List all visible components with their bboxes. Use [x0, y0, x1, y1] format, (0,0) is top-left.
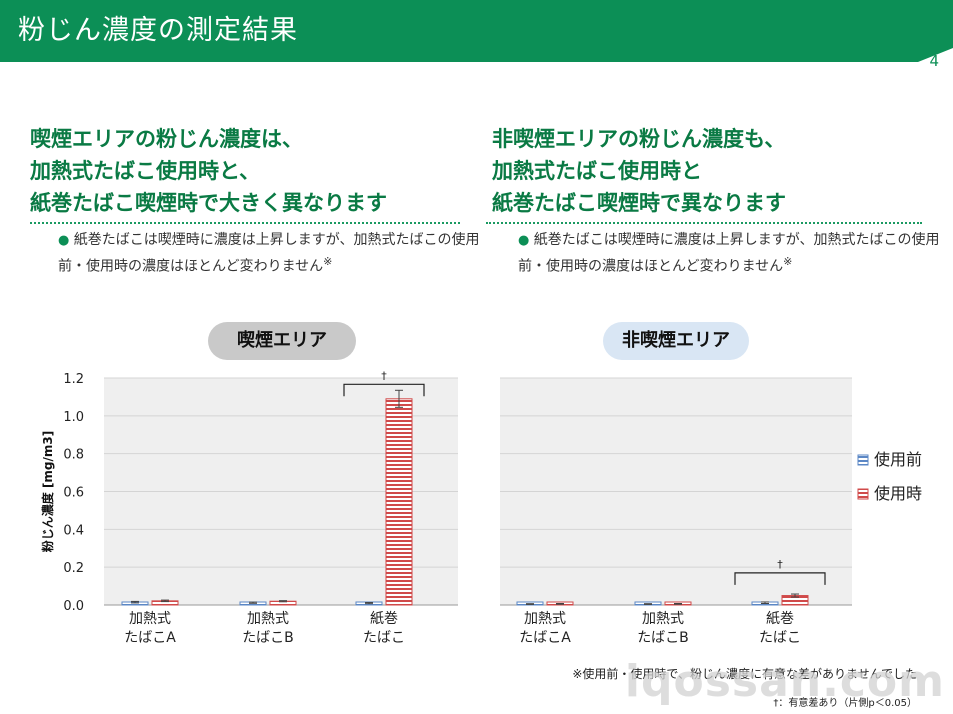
page-title: 粉じん濃度の測定結果 — [18, 15, 298, 46]
x-category-label: 加熱式 — [642, 611, 684, 627]
right-headline-line: 非喫煙エリアの粉じん濃度も、 — [492, 127, 786, 151]
legend-label: 使用時 — [874, 484, 922, 503]
left-bullet-text: 紙巻たばこは喫煙時に濃度は上昇しますが、加熱式たばこの使用前・使用時の濃度はほと… — [58, 232, 480, 275]
left-divider — [30, 222, 460, 224]
y-tick-label: 1.2 — [63, 372, 84, 387]
y-tick-label: 1.0 — [63, 410, 84, 425]
header-bar — [0, 0, 953, 62]
x-category-label: たばこB — [242, 630, 294, 646]
right-divider — [486, 222, 922, 224]
right-headline-line: 加熱式たばこ使用時と — [492, 159, 702, 183]
right-bullet-text: 紙巻たばこは喫煙時に濃度は上昇しますが、加熱式たばこの使用前・使用時の濃度はほと… — [518, 232, 940, 275]
left-headline-line: 喫煙エリアの粉じん濃度は、 — [30, 127, 303, 151]
x-category-label: たばこA — [124, 630, 176, 646]
significance-bracket — [734, 572, 826, 585]
x-category-label: たばこB — [637, 630, 689, 646]
legend-label: 使用前 — [874, 450, 922, 469]
footnote-mark: ※ — [323, 255, 333, 268]
left-headline-line: 加熱式たばこ使用時と、 — [30, 159, 261, 183]
chart-area: 0.0 0.2 0.4 0.6 0.8 1.0 1.2 粉じん濃度 [mg/m3] 加熱式たばこ… — [40, 369, 922, 646]
y-axis-label: 粉じん濃度 [mg/m3] — [40, 431, 55, 552]
bullet-dot-icon: ● — [518, 233, 530, 248]
left-headline: 喫煙エリアの粉じん濃度は、 加熱式たばこ使用時と、 紙巻たばこ喫煙時で大きく異な… — [30, 123, 450, 219]
y-tick-label: 0.8 — [63, 448, 84, 463]
significance-mark: † — [381, 369, 387, 382]
left-bullet: ● 紙巻たばこは喫煙時に濃度は上昇しますが、加熱式たばこの使用前・使用時の濃度は… — [58, 230, 488, 278]
note-no-difference: ※使用前・使用時で、粉じん濃度に有意な差がありませんでした — [572, 667, 917, 681]
legend-swatch — [857, 488, 869, 500]
x-category-label: 紙巻 — [766, 611, 794, 627]
left-headline-line: 紙巻たばこ喫煙時で大きく異なります — [30, 191, 387, 215]
right-headline: 非喫煙エリアの粉じん濃度も、 加熱式たばこ使用時と 紙巻たばこ喫煙時で異なります — [492, 123, 932, 219]
right-bullet: ● 紙巻たばこは喫煙時に濃度は上昇しますが、加熱式たばこの使用前・使用時の濃度は… — [518, 230, 948, 278]
significance-bracket — [343, 383, 425, 397]
note-significance: †：有意差あり（片側p＜0.05） — [773, 698, 917, 709]
watermark: iqossan.com — [624, 656, 945, 707]
smoking-area-label: 喫煙エリア — [208, 322, 356, 360]
x-category-label: 紙巻 — [370, 611, 398, 627]
x-category-label: たばこ — [759, 630, 801, 646]
legend-swatch — [857, 454, 869, 466]
significance-mark: † — [777, 558, 783, 571]
header: 粉じん濃度の測定結果 — [0, 0, 953, 62]
x-category-label: 加熱式 — [129, 611, 171, 627]
y-tick-label: 0.0 — [63, 599, 84, 614]
x-category-label: たばこA — [519, 630, 571, 646]
bar-during — [385, 398, 413, 606]
footnote-mark: ※ — [783, 255, 793, 268]
nonsmoking-area-label: 非喫煙エリア — [603, 322, 749, 360]
y-tick-label: 0.2 — [63, 561, 84, 576]
x-category-label: たばこ — [363, 630, 405, 646]
y-tick-label: 0.4 — [63, 523, 84, 538]
x-category-label: 加熱式 — [247, 611, 289, 627]
y-tick-label: 0.6 — [63, 486, 84, 501]
page-number: 4 — [929, 52, 939, 70]
bullet-dot-icon: ● — [58, 233, 70, 248]
right-headline-line: 紙巻たばこ喫煙時で異なります — [492, 191, 786, 215]
x-category-label: 加熱式 — [524, 611, 566, 627]
